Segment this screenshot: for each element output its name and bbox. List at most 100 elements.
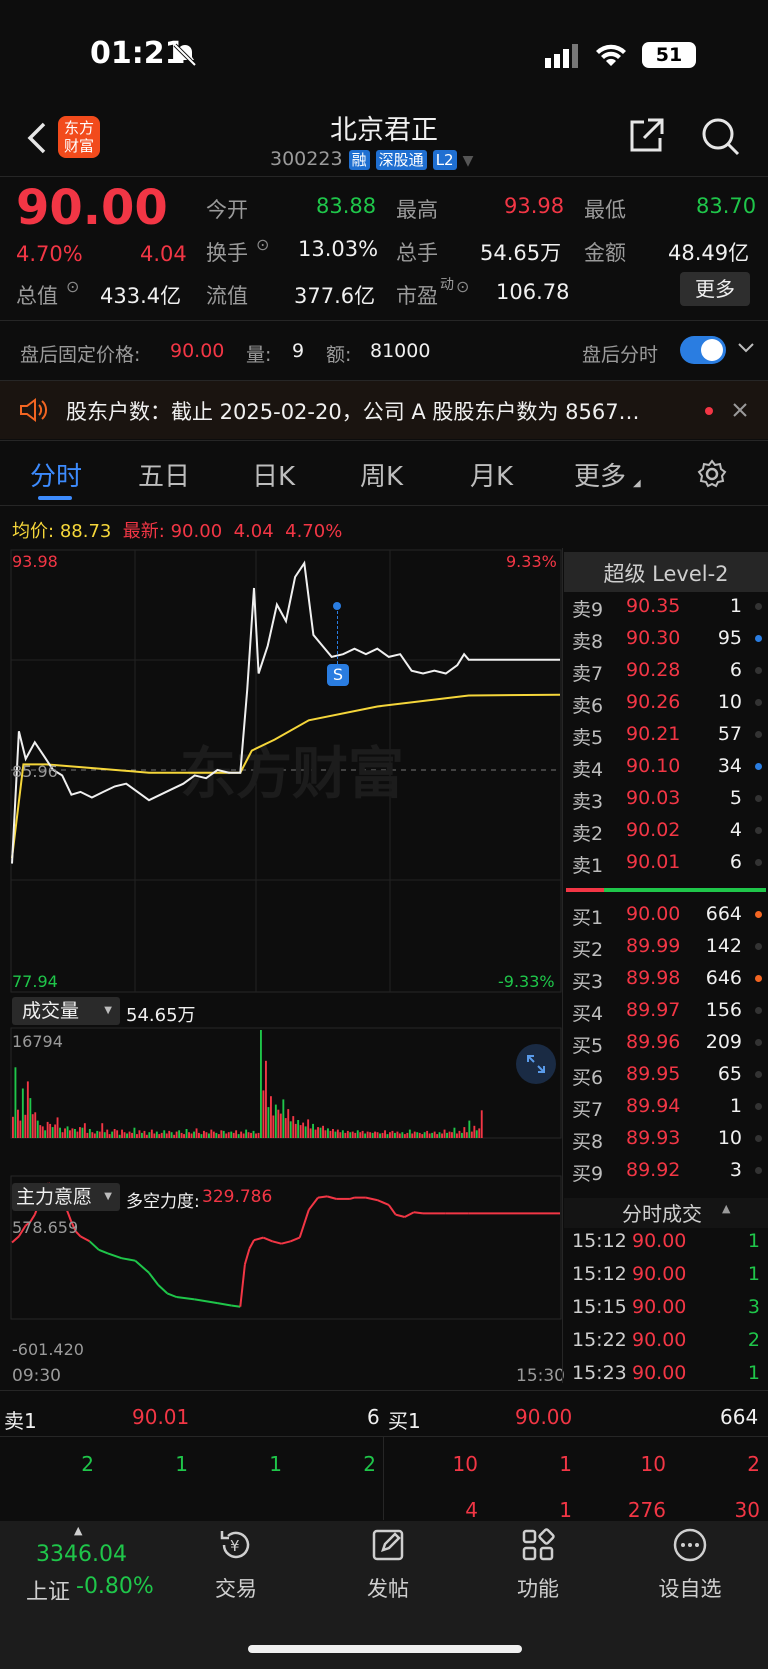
volume-bar [336, 1129, 339, 1138]
volume-bar [128, 1131, 131, 1138]
volume-bar [168, 1130, 171, 1138]
settings-gear-icon[interactable] [696, 458, 728, 490]
nav-watchlist[interactable]: 设自选 [630, 1525, 750, 1603]
ask-row[interactable]: 卖6 90.26 10 [570, 686, 768, 718]
level2-header[interactable] [564, 552, 768, 592]
indicator-segment [25, 1221, 31, 1227]
ask-row[interactable]: 卖3 90.03 5 [570, 782, 768, 814]
volume-bar [403, 1134, 406, 1138]
volume-bar [178, 1130, 181, 1138]
bid-queue-cell: 10 [452, 1452, 478, 1476]
chevron-down-icon[interactable] [736, 338, 756, 358]
notice-bar[interactable] [0, 381, 768, 439]
info-icon[interactable]: ⊙ [66, 277, 80, 296]
indicator-segment [404, 1211, 415, 1218]
indicator-selector[interactable]: 主力意愿 ▼ [12, 1183, 120, 1211]
bid-row[interactable]: 买8 89.93 10 [570, 1122, 768, 1154]
ask-price: 90.01 [626, 851, 681, 873]
bid-row[interactable]: 买2 89.99 142 [570, 930, 768, 962]
tab-more[interactable]: 更多 [574, 462, 627, 492]
bid-label: 买5 [572, 1035, 604, 1057]
bid-row[interactable]: 买3 89.98 646 [570, 962, 768, 994]
tab-weekly[interactable]: 周K [360, 462, 404, 492]
nav-functions[interactable]: 功能 [478, 1525, 598, 1603]
volume-bar [354, 1132, 357, 1138]
nav-post[interactable]: 发帖 [328, 1525, 448, 1603]
sell-marker-icon[interactable]: S [327, 664, 349, 686]
tab-daily[interactable]: 日K [252, 462, 296, 492]
bid-dot [755, 1007, 762, 1014]
home-indicator [248, 1645, 522, 1653]
ask-price: 90.28 [626, 659, 681, 681]
more-button[interactable]: 更多 [680, 272, 750, 306]
trade-icon: ¥ [220, 1531, 250, 1559]
after-hours-qty-label: 量: [246, 344, 272, 366]
ask-row[interactable]: 卖9 90.35 1 [570, 590, 768, 622]
nav-trade[interactable]: ¥ 交易 [176, 1525, 296, 1603]
back-icon[interactable] [22, 118, 52, 158]
volume-bar [193, 1131, 195, 1138]
bid-qty: 1 [729, 1095, 742, 1117]
ask-row[interactable]: 卖2 90.02 4 [570, 814, 768, 846]
notice-text[interactable]: 股东户数：截止 2025-02-20，公司 A 股股东户数为 8567… [66, 400, 640, 424]
volume-bar [133, 1127, 136, 1138]
bid-row[interactable]: 买9 89.92 3 [570, 1154, 768, 1186]
ask-row[interactable]: 卖7 90.28 6 [570, 654, 768, 686]
volume-bar [416, 1132, 419, 1138]
stock-subtitle[interactable]: 300223 融 深股通 L2 ▼ [270, 148, 473, 170]
ask-label: 卖4 [572, 759, 604, 781]
volume-bar [366, 1131, 369, 1138]
bid-row[interactable]: 买6 89.95 65 [570, 1058, 768, 1090]
tab-monthly[interactable]: 月K [470, 462, 514, 492]
search-icon[interactable] [700, 116, 742, 158]
low-label: 最低 [584, 198, 626, 222]
volume-bar [19, 1120, 22, 1138]
volume-bar [103, 1132, 106, 1138]
volume-bar [17, 1109, 19, 1138]
volume-bar [118, 1134, 121, 1138]
bid-dot [755, 975, 762, 982]
share-icon[interactable] [626, 116, 666, 156]
volume-bar [312, 1123, 314, 1138]
ask-row[interactable]: 卖1 90.01 6 [570, 846, 768, 878]
indicator-label: 多空力度: [126, 1192, 200, 1212]
bid-row[interactable]: 买1 90.00 664 [570, 898, 768, 930]
after-hours-price: 90.00 [170, 340, 225, 362]
tab-5day[interactable]: 五日 [138, 462, 191, 492]
bid-row[interactable]: 买7 89.94 1 [570, 1090, 768, 1122]
volume-bar [381, 1132, 384, 1138]
intraday-charts[interactable]: 东方财富 [0, 548, 562, 1383]
ask-row[interactable]: 卖8 90.30 95 [570, 622, 768, 654]
tab-intraday[interactable]: 分时 [30, 462, 83, 492]
expand-icon[interactable] [516, 1044, 556, 1084]
volume-bar [478, 1128, 481, 1138]
indicator-segment [349, 1196, 355, 1200]
info-icon[interactable]: ⊙ [256, 235, 270, 254]
indicator-segment [239, 1264, 246, 1307]
volume-bar [401, 1132, 404, 1138]
indicator-segment [88, 1240, 100, 1251]
after-hours-toggle[interactable] [680, 336, 726, 364]
volume-bar [240, 1131, 243, 1138]
info-icon[interactable]: ⊙ [456, 277, 470, 296]
margin-tag: 融 [348, 150, 370, 170]
chevron-down-icon: ▼ [104, 1005, 112, 1016]
volume-title: 成交量 [22, 1000, 80, 1022]
svg-text:¥: ¥ [230, 1537, 240, 1555]
volume-selector[interactable]: 成交量 ▼ [12, 997, 120, 1025]
ask-row[interactable]: 卖5 90.21 57 [570, 718, 768, 750]
volume-bar [351, 1131, 354, 1138]
ask-qty: 1 [729, 595, 742, 617]
tick-time: 15:22 [572, 1329, 627, 1351]
float-value: 377.6亿 [294, 284, 376, 308]
open-value: 83.88 [316, 194, 377, 218]
queue-bid-label: 买1 [388, 1409, 421, 1433]
bid-row[interactable]: 买5 89.96 209 [570, 1026, 768, 1058]
ask-dot [755, 667, 762, 674]
ask-row[interactable]: 卖4 90.10 34 [570, 750, 768, 782]
ticks-header[interactable] [564, 1198, 768, 1228]
volume-bar [327, 1128, 329, 1138]
bid-row[interactable]: 买4 89.97 156 [570, 994, 768, 1026]
amount-label: 金额 [584, 241, 626, 265]
close-icon[interactable] [730, 400, 750, 420]
